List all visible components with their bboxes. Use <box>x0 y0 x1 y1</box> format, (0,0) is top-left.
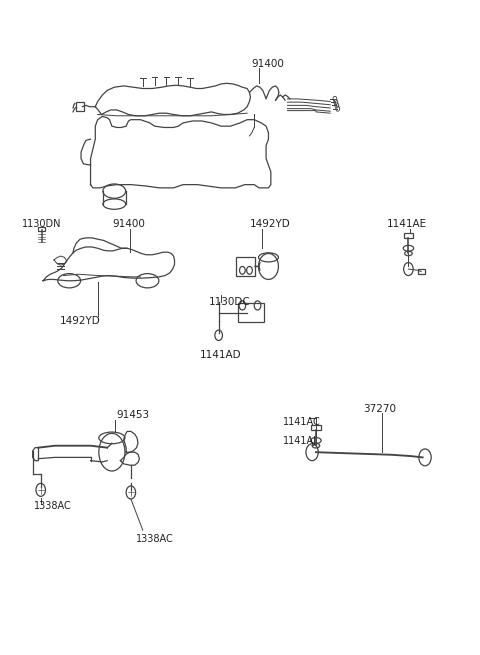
Text: 1338AC: 1338AC <box>136 534 173 544</box>
Text: 1141AC: 1141AC <box>283 417 321 426</box>
Text: 1492YD: 1492YD <box>60 316 100 326</box>
Text: 91400: 91400 <box>112 219 145 229</box>
Text: 1492YD: 1492YD <box>250 219 290 229</box>
Text: 91453: 91453 <box>117 410 150 420</box>
Text: 1141AD: 1141AD <box>200 350 241 360</box>
Text: 91400: 91400 <box>252 59 285 69</box>
Text: 1130DN: 1130DN <box>22 219 61 229</box>
Text: 1338AC: 1338AC <box>34 501 72 511</box>
Text: 1130DC: 1130DC <box>209 297 251 307</box>
Text: 1141AJ: 1141AJ <box>283 436 317 446</box>
Text: 1141AE: 1141AE <box>387 219 427 229</box>
Text: 37270: 37270 <box>363 403 396 414</box>
